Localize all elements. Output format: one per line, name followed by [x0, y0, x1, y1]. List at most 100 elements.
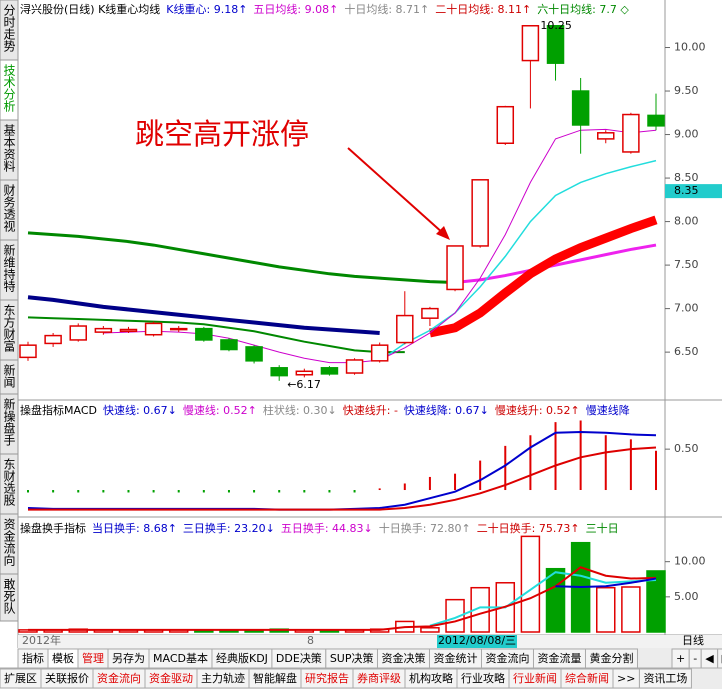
annotation: 跳空高开涨停 — [135, 117, 309, 151]
legend-entry: 十日均线: 8.71↑ — [344, 2, 429, 16]
indicator-line — [379, 159, 657, 362]
toolbar-label[interactable]: 资金驱动 — [149, 671, 193, 685]
y-tick-label: 8.00 — [674, 215, 699, 228]
sidebar-tab-label[interactable]: 财务透视 — [2, 184, 16, 232]
toolbar-label[interactable]: 扩展区 — [4, 671, 37, 685]
toolbar-label[interactable]: 机构攻略 — [409, 671, 453, 685]
toolbar-label[interactable]: 行业攻略 — [461, 671, 505, 685]
annotation-arrow — [347, 147, 445, 235]
candle-body — [44, 334, 62, 345]
annotation-arrowhead — [436, 226, 450, 240]
toolbar-label[interactable]: 资金流向 — [485, 651, 529, 665]
legend-entry: 当日换手: 8.68↑ — [92, 521, 177, 535]
turnover-bar — [445, 598, 465, 633]
current-price-bg — [665, 184, 722, 199]
turnover-bar — [420, 627, 440, 633]
indicator-line — [555, 577, 657, 588]
candle-body — [421, 307, 439, 319]
toolbar-label[interactable]: 综合新闻 — [565, 671, 609, 685]
legend-entry: 十日换手: 72.80↑ — [379, 521, 471, 535]
legend-entry: 二十日均线: 8.11↑ — [435, 2, 531, 16]
legend-entry: 柱状线: 0.30↓ — [263, 403, 337, 417]
toolbar-label[interactable]: 经典版KDJ — [216, 651, 268, 665]
legend-entry: 操盘换手指标 — [20, 521, 86, 535]
toolbar-button[interactable] — [717, 648, 722, 669]
legend-entry: 慢速线: 0.52↑ — [183, 403, 257, 417]
toolbar-label[interactable]: 智能解盘 — [253, 671, 297, 685]
toolbar-label[interactable]: 指标 — [22, 651, 44, 665]
sidebar-tab-label[interactable]: 新操盘手 — [2, 397, 16, 446]
indicator-line — [27, 231, 456, 285]
turnover-bar — [646, 570, 666, 633]
toolbar-label[interactable]: 管理 — [82, 651, 104, 665]
sidebar-tab-label[interactable]: 新维持特 — [2, 243, 16, 292]
turnover-bar — [621, 586, 641, 633]
toolbar-label[interactable]: 资金流向 — [97, 671, 141, 685]
indicator-line — [429, 215, 658, 338]
toolbar-label[interactable]: 行业新闻 — [513, 671, 557, 685]
legend-entry: K线重心: 9.18↑ — [166, 2, 247, 16]
toolbar-label[interactable]: 资金统计 — [433, 651, 477, 665]
toolbar-label[interactable]: 另存为 — [112, 651, 145, 665]
toolbar-label[interactable]: 主力轨迹 — [201, 671, 245, 685]
legend-entry: 六十日均线: 7.7 ◇ — [537, 2, 629, 16]
y-tick-label: 0.50 — [674, 442, 699, 455]
toolbar-label[interactable]: 黄金分割 — [589, 651, 633, 665]
toolbar-label[interactable]: 资金决策 — [381, 651, 425, 665]
candle-body — [94, 327, 113, 333]
candle-body — [446, 245, 464, 291]
indicator-line — [27, 295, 380, 335]
candle-body — [647, 114, 665, 127]
toolbar-label[interactable]: MACD基本 — [153, 651, 208, 665]
toolbar-label[interactable]: SUP决策 — [330, 651, 374, 665]
candle-body — [169, 327, 188, 331]
candle-body — [320, 367, 339, 375]
candle-body — [19, 344, 37, 359]
toolbar-label[interactable]: 券商评级 — [357, 671, 401, 685]
y-tick-label: 8.50 — [674, 171, 699, 184]
y-tick-label: 9.50 — [674, 84, 699, 97]
date-year: 2012年 — [22, 633, 61, 647]
toolbar-label[interactable]: 资金流量 — [537, 651, 581, 665]
sidebar-tab-label[interactable]: 分时走势 — [2, 4, 16, 52]
legend-entry: 三日换手: 23.20↓ — [183, 521, 275, 535]
toolbar-label[interactable]: - — [693, 652, 697, 665]
sidebar-tab-label[interactable]: 新闻 — [2, 363, 16, 388]
toolbar-label[interactable]: 模板 — [52, 651, 74, 665]
y-tick-label: 10.00 — [674, 555, 706, 568]
candle-body — [521, 25, 540, 62]
sidebar-tab-label[interactable]: 基本资料 — [2, 124, 16, 172]
toolbar-label[interactable]: ◀ — [705, 652, 714, 665]
indicator-line — [27, 316, 405, 354]
turnover-bar — [596, 586, 616, 633]
toolbar-label[interactable]: DDE决策 — [276, 651, 322, 665]
toolbar-label[interactable]: 研究报告 — [305, 671, 349, 685]
toolbar-button[interactable] — [584, 648, 638, 669]
sidebar-tab-label[interactable]: 技术分析 — [2, 64, 16, 113]
legend-entry: 浔兴股份(日线) K线重心均线 — [20, 2, 160, 16]
y-tick-label: 6.50 — [674, 345, 699, 358]
candle-body — [195, 327, 213, 341]
date-bar — [18, 635, 722, 648]
toolbar-label[interactable]: >> — [617, 672, 635, 685]
toolbar-label[interactable]: + — [676, 652, 685, 665]
legend-entry: 二十日换手: 75.73↑ — [477, 521, 580, 535]
candle-body — [69, 325, 87, 341]
current-price: 8.35 — [674, 184, 699, 197]
sidebar-tab[interactable] — [0, 573, 19, 622]
legend-entry: 快速线升: - — [343, 403, 398, 417]
candle-body — [245, 346, 263, 362]
sidebar-tab-label[interactable]: 敢死队 — [2, 578, 16, 614]
legend-entry: 慢速线升: 0.52↑ — [495, 403, 580, 417]
y-tick-label: 9.00 — [674, 128, 699, 141]
sidebar-tab-label[interactable]: 东财选股 — [2, 458, 16, 507]
period-label: 日线 — [682, 633, 704, 647]
sidebar-tab-label[interactable]: 东方财富 — [2, 304, 16, 353]
toolbar-button[interactable] — [638, 668, 692, 689]
toolbar-label[interactable]: 关联报价 — [45, 671, 89, 685]
candle-body — [571, 90, 590, 126]
sidebar-tab-label[interactable]: 资金流向 — [2, 518, 16, 566]
high-label: 10.25 — [540, 19, 572, 32]
toolbar-label[interactable]: 资讯工场 — [643, 671, 687, 685]
